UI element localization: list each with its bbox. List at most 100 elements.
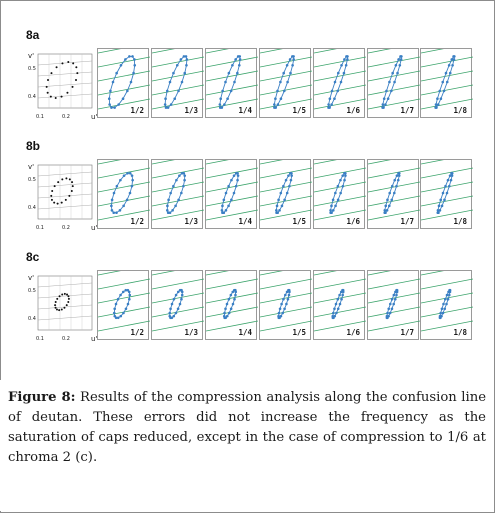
loop-point: [288, 184, 291, 188]
loop-point: [450, 58, 454, 61]
compression-panel: 1/5: [259, 159, 312, 229]
loop-point: [275, 204, 279, 208]
loop-point: [222, 198, 226, 202]
loop-point: [111, 80, 115, 84]
confusion-line: [206, 56, 258, 68]
data-point: [58, 309, 61, 312]
compressed-loop: [382, 55, 402, 109]
data-point: [57, 181, 60, 184]
compression-ratio-label: 1/4: [238, 217, 252, 226]
compression-ratio-label: 1/5: [292, 328, 306, 337]
compression-panel: 1/8: [420, 159, 473, 229]
loop-point: [224, 80, 227, 84]
loop-point: [339, 80, 343, 84]
confusion-line: [98, 271, 121, 276]
loop-point: [282, 71, 286, 75]
confusion-line: [206, 167, 258, 179]
loop-point: [169, 103, 173, 106]
loop-point: [115, 211, 118, 214]
loop-point: [329, 211, 332, 214]
loop-point: [225, 302, 229, 306]
loop-point: [383, 211, 387, 214]
loop-point: [397, 172, 401, 175]
loop-point: [226, 97, 229, 101]
axis-tick-label: 0.1: [36, 225, 44, 231]
loop-point: [124, 58, 127, 61]
loop-point: [439, 311, 443, 315]
confusion-line: [206, 195, 258, 207]
loop-point: [225, 314, 229, 318]
panel-plot: [98, 160, 150, 221]
loop-point: [238, 58, 242, 61]
loop-point: [234, 293, 237, 297]
confusion-line: [421, 84, 473, 96]
loop-point: [128, 55, 131, 58]
confusion-line: [421, 70, 473, 82]
loop-point: [172, 297, 176, 301]
data-point: [71, 185, 74, 188]
loop-point: [122, 204, 125, 208]
loop-point: [236, 172, 239, 175]
data-point: [63, 306, 66, 309]
loop-point: [439, 97, 443, 101]
confusion-line: [368, 70, 420, 82]
confusion-line: [421, 271, 444, 276]
compressed-loop: [278, 289, 290, 319]
loop-point: [128, 293, 132, 297]
compressed-loop: [435, 55, 455, 109]
reference-plot-svg: [37, 275, 93, 331]
loop-point: [227, 297, 231, 301]
confusion-line: [152, 278, 204, 290]
loop-point: [285, 191, 289, 195]
data-point: [71, 181, 74, 184]
loop-point: [334, 191, 337, 195]
confusion-line: [421, 167, 473, 179]
loop-point: [336, 71, 340, 75]
loop-point: [229, 307, 233, 311]
loop-point: [273, 106, 276, 109]
loop-point: [290, 174, 293, 177]
loop-point: [110, 209, 114, 212]
loop-point: [395, 293, 398, 297]
loop-point: [180, 191, 183, 195]
confusion-line: [368, 209, 420, 221]
axis-tick-label: 0.4: [28, 205, 36, 211]
loop-point: [289, 178, 293, 182]
loop-point: [436, 103, 440, 106]
loop-point: [108, 103, 111, 106]
loop-point: [334, 204, 337, 208]
loop-point: [443, 307, 447, 311]
section-label: 8b: [26, 139, 41, 153]
compression-ratio-label: 1/7: [400, 328, 414, 337]
confusion-line: [368, 56, 420, 68]
loop-point: [439, 198, 443, 202]
caption-prefix: Figure 8:: [8, 390, 76, 405]
loop-point: [221, 204, 224, 208]
loop-point: [448, 290, 452, 294]
axis-tick-label: 0.5: [28, 177, 36, 183]
section-label: 8a: [26, 28, 40, 42]
panel-plot: [98, 271, 150, 332]
loop-point: [450, 174, 454, 177]
confusion-line: [314, 181, 366, 193]
confusion-line: [314, 84, 366, 96]
loop-point: [125, 198, 129, 202]
loop-point: [224, 209, 228, 212]
loop-point: [341, 290, 345, 294]
data-point: [50, 198, 53, 201]
loop-point: [122, 311, 125, 315]
loop-point: [446, 297, 450, 301]
confusion-line: [206, 160, 229, 165]
confusion-line: [260, 167, 312, 179]
loop-point: [438, 314, 442, 318]
loop-point: [221, 211, 224, 214]
axis-tick-label: 0.2: [62, 225, 70, 231]
loop-point: [236, 71, 239, 75]
confusion-line: [314, 271, 337, 276]
gridline: [37, 293, 93, 299]
confusion-line: [152, 271, 175, 276]
loop-point: [394, 63, 398, 67]
loop-point: [274, 97, 277, 101]
loop-point: [115, 71, 118, 75]
confusion-line: [152, 56, 204, 68]
